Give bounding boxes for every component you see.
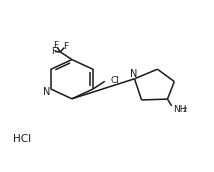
Text: HCl: HCl [13, 134, 31, 144]
Text: N: N [130, 69, 137, 79]
Text: F: F [63, 42, 68, 51]
Text: Cl: Cl [110, 76, 119, 85]
Text: F: F [51, 47, 56, 56]
Text: N: N [43, 87, 51, 97]
Text: 2: 2 [183, 107, 187, 113]
Text: F: F [54, 41, 59, 50]
Text: NH: NH [173, 105, 186, 114]
